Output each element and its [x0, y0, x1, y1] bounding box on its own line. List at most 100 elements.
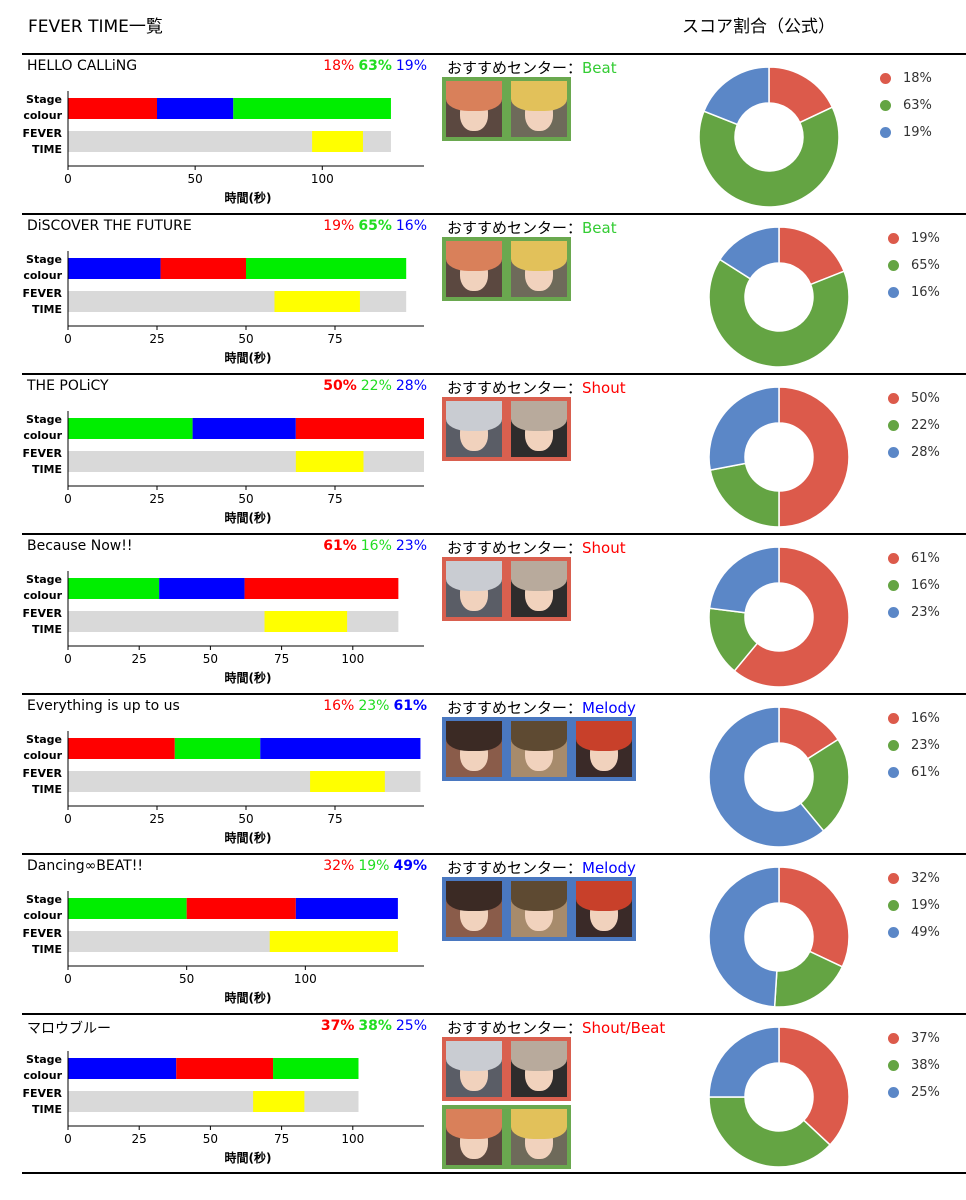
recommended-center-label: おすすめセンター：Melody: [447, 697, 636, 718]
legend-item: 19%: [880, 119, 932, 146]
x-axis-label: 時間(秒): [225, 990, 272, 1005]
stage-segment-blue: [159, 578, 245, 599]
stage-segment-red: [68, 738, 175, 759]
legend-dot-green: [888, 420, 899, 431]
score-donut-chart: [708, 706, 850, 848]
legend-item: 22%: [888, 412, 940, 439]
legend-item: 38%: [888, 1052, 940, 1079]
pct-green: 16%: [360, 538, 392, 554]
fever-time-segment: [310, 771, 385, 792]
pct-blue: 19%: [395, 58, 427, 74]
recommended-center-label: おすすめセンター：Shout: [447, 537, 626, 558]
stage-colour-label: Stage: [26, 93, 62, 106]
pct-red: 50%: [323, 378, 357, 394]
x-tick-label: 75: [274, 1132, 289, 1146]
legend-item: 23%: [888, 732, 940, 759]
donut-slice-blue: [708, 546, 780, 614]
legend-dot-red: [888, 393, 899, 404]
stage-colour-label: colour: [23, 909, 62, 922]
portrait-hair: [511, 561, 567, 591]
legend-item: 28%: [888, 439, 940, 466]
legend-dot-blue: [888, 927, 899, 938]
character-portrait: [511, 241, 567, 297]
fever-time-label: FEVER: [22, 607, 62, 620]
score-donut-chart: [708, 546, 850, 688]
character-portrait: [446, 721, 502, 777]
character-portrait: [446, 1109, 502, 1165]
donut-legend: 37% 38% 25%: [888, 1025, 940, 1106]
stage-segment-blue: [260, 738, 421, 759]
pct-red: 61%: [323, 538, 357, 554]
stage-segment-red: [244, 578, 399, 599]
song-title: Everything is up to us: [27, 698, 180, 714]
x-tick-label: 50: [238, 492, 253, 506]
timeline-bar-chart: Stage colour FEVER TIME 0 50 100 時間(秒): [22, 891, 424, 1005]
x-tick-label: 50: [188, 172, 203, 186]
legend-dot-blue: [888, 287, 899, 298]
donut-slice-blue: [708, 866, 780, 1008]
fever-time-label: TIME: [32, 783, 62, 796]
row-divider: [22, 853, 966, 855]
legend-dot-green: [888, 260, 899, 271]
recommended-center-label: おすすめセンター：Shout: [447, 377, 626, 398]
portrait-hair: [446, 721, 502, 751]
legend-item: 23%: [888, 599, 940, 626]
legend-dot-red: [880, 73, 891, 84]
stage-segment-green: [68, 418, 193, 439]
legend-dot-red: [888, 233, 899, 244]
stage-colour-label: Stage: [26, 573, 62, 586]
pct-red: 18%: [323, 58, 355, 74]
character-portrait: [511, 401, 567, 457]
recommended-prefix: おすすめセンター：: [447, 1019, 583, 1037]
song-title: DiSCOVER THE FUTURE: [27, 218, 192, 234]
x-tick-label: 0: [64, 332, 72, 346]
score-percentages: 18% 63% 19%: [319, 58, 427, 74]
fever-track: [68, 131, 391, 152]
recommended-characters: [442, 237, 571, 301]
portrait-hair: [576, 721, 632, 751]
x-axis-label: 時間(秒): [225, 190, 272, 205]
fever-time-label: TIME: [32, 623, 62, 636]
donut-slice-green: [709, 462, 780, 528]
character-portrait: [446, 881, 502, 937]
fever-time-segment: [312, 131, 363, 152]
legend-dot-green: [888, 1060, 899, 1071]
portrait-hair: [511, 721, 567, 751]
character-portrait: [576, 721, 632, 777]
stage-segment-green: [68, 898, 187, 919]
legend-dot-green: [880, 100, 891, 111]
recommended-characters: [442, 877, 636, 941]
stage-colour-label: Stage: [26, 253, 62, 266]
stage-segment-blue: [157, 98, 234, 119]
recommended-center-label: おすすめセンター：Beat: [447, 217, 617, 238]
fever-time-label: FEVER: [22, 287, 62, 300]
song-row: DiSCOVER THE FUTURE 19% 65% 16% Stage colour F…: [22, 213, 966, 373]
bottom-divider: [22, 1172, 966, 1174]
legend-item: 16%: [888, 705, 940, 732]
stage-colour-label: Stage: [26, 413, 62, 426]
legend-label: 37%: [911, 1031, 940, 1046]
legend-item: 37%: [888, 1025, 940, 1052]
song-row: THE POLiCY 50% 22% 28% Stage colour FEVER TIME 0…: [22, 373, 966, 533]
x-tick-label: 50: [203, 652, 218, 666]
pct-green: 65%: [358, 218, 392, 234]
legend-label: 16%: [911, 285, 940, 300]
legend-dot-red: [888, 713, 899, 724]
legend-label: 23%: [911, 605, 940, 620]
fever-time-label: FEVER: [22, 127, 62, 140]
character-portrait: [446, 241, 502, 297]
recommended-center-label: おすすめセンター：Shout/Beat: [447, 1017, 665, 1038]
pct-green: 22%: [360, 378, 392, 394]
x-tick-label: 0: [64, 812, 72, 826]
x-tick-label: 100: [294, 972, 317, 986]
fever-time-label: TIME: [32, 143, 62, 156]
character-portrait: [511, 721, 567, 777]
row-divider: [22, 533, 966, 535]
recommended-characters: [442, 1037, 571, 1101]
fever-time-segment: [264, 611, 348, 632]
x-tick-label: 75: [327, 812, 342, 826]
score-ratio-title: スコア割合（公式）: [682, 17, 835, 37]
character-portrait: [446, 561, 502, 617]
stage-segment-red: [186, 898, 296, 919]
score-percentages: 16% 23% 61%: [319, 698, 427, 714]
